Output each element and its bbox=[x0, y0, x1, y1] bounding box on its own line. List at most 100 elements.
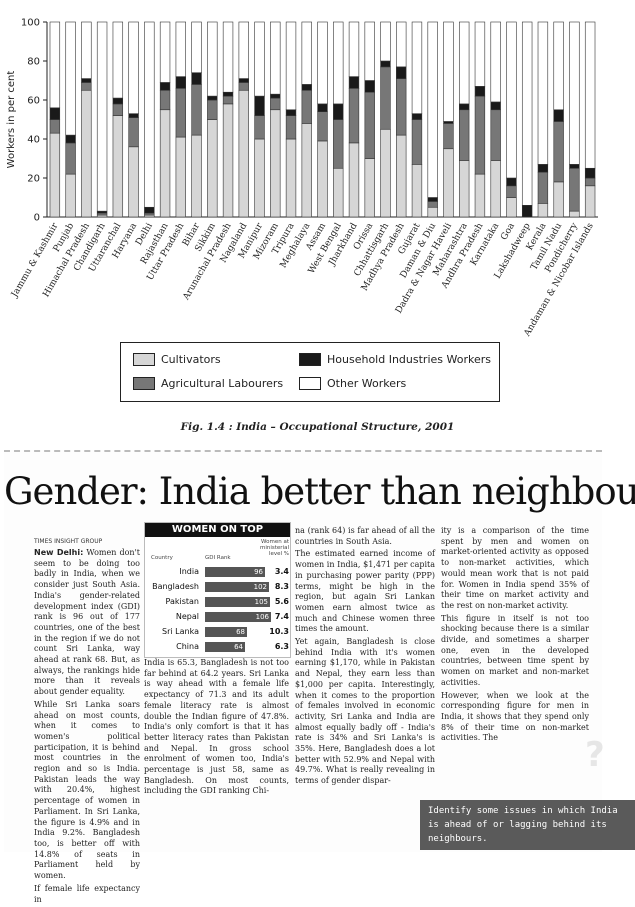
bar-segment bbox=[207, 21, 218, 97]
bar-segment bbox=[222, 21, 234, 93]
bar-segment bbox=[411, 164, 423, 218]
legend-swatch-household bbox=[299, 353, 321, 366]
bar-segment bbox=[490, 101, 501, 111]
box-row: Pakistan 105 5.6 bbox=[147, 595, 289, 609]
bar-segment bbox=[144, 21, 155, 208]
bar-segment bbox=[159, 109, 171, 218]
bar-segment bbox=[553, 21, 564, 111]
box-value: 3.4 bbox=[274, 567, 289, 576]
box-row: Nepal 106 7.4 bbox=[147, 610, 289, 624]
bar-segment bbox=[364, 91, 375, 159]
bar-segment bbox=[553, 181, 564, 218]
question-mark-icon: ? bbox=[585, 735, 605, 775]
bar-segment bbox=[317, 140, 328, 218]
bar-segment bbox=[238, 78, 249, 83]
bar-segment bbox=[301, 89, 312, 124]
bar-segment bbox=[207, 95, 218, 101]
bar-segment bbox=[65, 21, 76, 136]
bar-segment bbox=[222, 103, 234, 218]
article-paragraph: However, when we look at the correspondi… bbox=[441, 690, 589, 743]
box-rank-bar bbox=[205, 582, 269, 592]
bar-segment bbox=[270, 21, 281, 95]
bar-segment bbox=[175, 76, 186, 89]
bar-segment bbox=[553, 109, 564, 122]
article-paragraph: ity is a comparison of the time spent by… bbox=[441, 526, 589, 610]
bar-segment bbox=[301, 21, 312, 85]
box-rank-bar bbox=[205, 567, 265, 577]
bar-segment bbox=[427, 206, 438, 218]
box-value: 5.6 bbox=[274, 597, 289, 606]
box-row: Bangladesh 102 8.3 bbox=[147, 580, 289, 594]
legend-label-cultivators: Cultivators bbox=[161, 353, 221, 366]
bar-segment bbox=[474, 95, 486, 175]
bar-segment bbox=[521, 21, 533, 206]
bar-segment bbox=[65, 142, 76, 175]
bar-segment bbox=[128, 21, 139, 114]
legend-label-household: Household Industries Workers bbox=[327, 353, 491, 366]
bar-segment bbox=[459, 21, 470, 105]
article-dateline: New Delhi: bbox=[34, 548, 84, 557]
bar-segment bbox=[411, 21, 423, 114]
bar-segment bbox=[159, 21, 171, 83]
bar-segment bbox=[333, 167, 344, 218]
bar-segment bbox=[537, 21, 549, 165]
y-tick-label: 0 bbox=[34, 213, 40, 224]
box-row: China 64 6.3 bbox=[147, 640, 289, 654]
bar-segment bbox=[317, 111, 328, 142]
article-headline: Gender: India better than neighbours bbox=[4, 470, 635, 513]
newspaper-clipping: Gender: India better than neighbours TIM… bbox=[4, 450, 635, 904]
article-column-4: ity is a comparison of the time spent by… bbox=[441, 526, 589, 746]
y-tick-label: 60 bbox=[27, 96, 40, 107]
bar-segment bbox=[270, 93, 281, 99]
bar-segment bbox=[443, 21, 454, 122]
bar-segment bbox=[222, 91, 234, 97]
bar-segment bbox=[411, 119, 423, 165]
article-column-2: India is 65.3, Bangladesh is not too far… bbox=[144, 658, 289, 799]
bar-segment bbox=[490, 160, 501, 218]
bar-segment bbox=[348, 142, 360, 218]
bar-segment bbox=[333, 103, 344, 120]
bar-segment bbox=[254, 138, 265, 218]
bar-segment bbox=[254, 21, 265, 97]
bar-segment bbox=[506, 21, 517, 179]
bar-segment bbox=[128, 113, 139, 118]
box-country: Sri Lanka bbox=[162, 627, 199, 636]
box-row: Sri Lanka 68 10.3 bbox=[147, 625, 289, 639]
bar-segment bbox=[270, 97, 281, 111]
box-col-country: Country bbox=[151, 555, 173, 561]
bar-segment bbox=[506, 197, 517, 218]
box-rank: 64 bbox=[234, 643, 243, 651]
bar-segment bbox=[396, 21, 407, 68]
article-paragraph: India is 65.3, Bangladesh is not too far… bbox=[144, 658, 289, 796]
bar-segment bbox=[112, 103, 124, 116]
chart-legend: Cultivators Household Industries Workers… bbox=[120, 342, 500, 402]
article-paragraph: New Delhi: Women don't seem to be doing … bbox=[34, 548, 140, 697]
article-paragraph: While Sri Lanka soars ahead on most coun… bbox=[34, 699, 140, 881]
box-rank-bar bbox=[205, 612, 271, 622]
bar-segment bbox=[443, 123, 454, 150]
bar-segment bbox=[333, 21, 344, 105]
bar-segment bbox=[144, 206, 155, 214]
bar-segment bbox=[584, 167, 596, 179]
bar-segment bbox=[490, 109, 501, 161]
bar-segment bbox=[396, 134, 407, 218]
article-paragraph: This figure in itself is not too shockin… bbox=[441, 613, 589, 687]
legend-swatch-agri-labourers bbox=[133, 377, 155, 390]
bar-segment bbox=[474, 173, 486, 218]
bar-segment bbox=[81, 78, 92, 83]
bar-segment bbox=[222, 95, 234, 105]
box-country: China bbox=[176, 642, 199, 651]
bar-segment bbox=[49, 21, 61, 109]
box-value: 10.3 bbox=[269, 627, 289, 636]
bar-segment bbox=[396, 66, 407, 79]
bar-segment bbox=[49, 119, 61, 134]
bar-segment bbox=[301, 123, 312, 218]
bar-segment bbox=[380, 21, 391, 62]
bar-segment bbox=[128, 146, 139, 218]
box-rank: 106 bbox=[255, 613, 269, 621]
bar-segment bbox=[506, 177, 517, 187]
box-rank: 96 bbox=[254, 568, 263, 576]
article-column-3: na (rank 64) is far ahead of all the cou… bbox=[295, 526, 435, 789]
bar-segment bbox=[348, 76, 360, 89]
legend-label-other: Other Workers bbox=[327, 377, 407, 390]
